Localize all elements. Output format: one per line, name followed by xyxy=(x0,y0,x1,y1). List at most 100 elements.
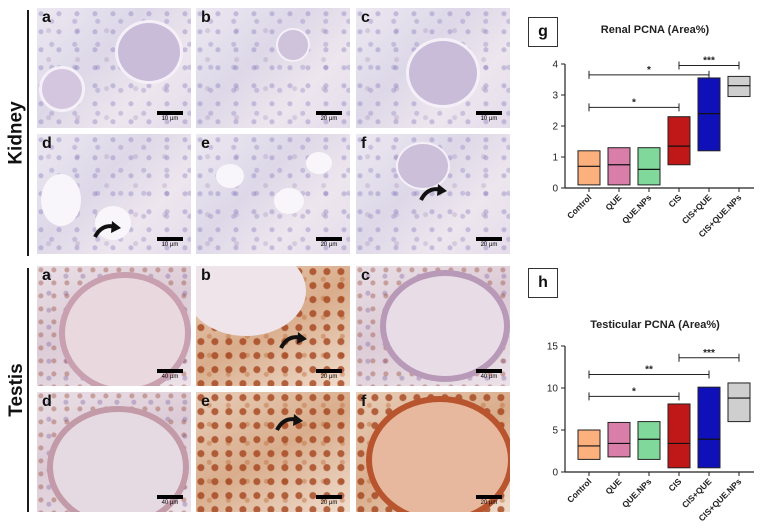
box-que-nps xyxy=(637,147,661,186)
x-tick-label: CIS xyxy=(666,476,683,493)
panel-letter: a xyxy=(42,9,51,26)
x-tick-label: QUE.NPs xyxy=(620,476,654,510)
seminiferous-tubule-shape xyxy=(366,396,510,512)
scale-label: 20 µm xyxy=(480,500,498,506)
scale-label: 10 µm xyxy=(480,116,498,122)
panel-letter: a xyxy=(42,267,51,284)
testis-panel-a: a 40 µm xyxy=(37,266,191,386)
significance-stars: * xyxy=(632,97,636,108)
testis-panel-d: d 40 µm xyxy=(37,392,191,512)
x-tick-label: CIS xyxy=(666,192,683,209)
scale-bar: 20 µm xyxy=(476,237,502,248)
scale-label: 20 µm xyxy=(320,374,338,380)
kidney-panel-f: f 20 µm xyxy=(356,134,510,254)
y-tick-label: 10 xyxy=(547,384,559,395)
scale-label: 20 µm xyxy=(320,116,338,122)
chart-letter-g: g xyxy=(528,17,558,47)
box-cis xyxy=(667,116,691,166)
scale-bar: 20 µm xyxy=(316,495,342,506)
kidney-panel-d: d 10 µm xyxy=(37,134,191,254)
dilated-tubule-shape xyxy=(41,174,81,226)
arrow-icon xyxy=(275,414,303,431)
scale-bar: 10 µm xyxy=(157,237,183,248)
scale-bar: 20 µm xyxy=(316,111,342,122)
y-tick-label: 5 xyxy=(552,426,558,437)
panel-letter: e xyxy=(201,135,210,152)
y-tick-label: 0 xyxy=(552,468,558,479)
box-control xyxy=(577,429,601,460)
dilated-tubule-shape xyxy=(306,152,332,174)
box-cis-que-nps xyxy=(727,382,751,423)
y-tick-label: 15 xyxy=(547,342,559,353)
chart-title-renal: Renal PCNA (Area%) xyxy=(600,24,710,36)
x-tick-label: Control xyxy=(565,192,593,220)
panel-letter: f xyxy=(361,393,367,410)
testis-panel-b: b 20 µm xyxy=(196,266,350,386)
box-cis-que-nps xyxy=(727,75,751,98)
seminiferous-tubule-shape xyxy=(380,270,510,382)
scale-bar: 20 µm xyxy=(316,369,342,380)
box-control xyxy=(577,150,601,186)
x-tick-label: Control xyxy=(565,476,593,504)
scale-bar: 20 µm xyxy=(476,495,502,506)
arrow-icon xyxy=(93,221,121,238)
x-tick-label: QUE.NPs xyxy=(620,192,654,226)
scale-bar: 40 µm xyxy=(157,369,183,380)
y-tick-label: 4 xyxy=(552,60,558,71)
significance-stars: *** xyxy=(703,56,715,67)
significance-stars: * xyxy=(647,65,651,76)
testis-panel-c: c 40 µm xyxy=(356,266,510,386)
scale-label: 20 µm xyxy=(320,242,338,248)
arrow-icon xyxy=(419,184,447,201)
kidney-panel-c: c 10 µm xyxy=(356,8,510,128)
scale-bar: 20 µm xyxy=(316,237,342,248)
kidney-panel-e: e 20 µm xyxy=(196,134,350,254)
testis-label-text: Testis xyxy=(6,363,28,417)
glomerulus-shape xyxy=(39,66,85,112)
box-cis-que xyxy=(697,77,721,152)
chart-title-testicular: Testicular PCNA (Area%) xyxy=(590,319,720,331)
box-que xyxy=(607,421,631,458)
y-tick-label: 1 xyxy=(552,153,558,164)
x-tick-label: QUE xyxy=(603,192,623,212)
glomerulus-shape xyxy=(406,38,480,108)
y-tick-label: 3 xyxy=(552,91,558,102)
arrow-icon xyxy=(279,332,307,349)
glomerulus-shape xyxy=(276,28,310,62)
kidney-panel-b: b 20 µm xyxy=(196,8,350,128)
box-que-nps xyxy=(637,421,661,460)
significance-stars: *** xyxy=(703,348,715,359)
panel-letter: b xyxy=(201,267,211,284)
panel-letter: c xyxy=(361,267,370,284)
panel-letter: d xyxy=(42,393,52,410)
testis-panel-f: f 20 µm xyxy=(356,392,510,512)
dilated-tubule-shape xyxy=(274,188,304,214)
kidney-label-text: Kidney xyxy=(6,101,28,165)
box-cis-que xyxy=(697,386,721,469)
scale-label: 20 µm xyxy=(320,500,338,506)
glomerulus-shape xyxy=(396,142,450,190)
kidney-panel-a: a 10 µm xyxy=(37,8,191,128)
kidney-section-bar xyxy=(27,10,29,256)
scale-bar: 40 µm xyxy=(157,495,183,506)
panel-letter: d xyxy=(42,135,52,152)
scale-bar: 40 µm xyxy=(476,369,502,380)
scale-label: 20 µm xyxy=(480,242,498,248)
panel-letter: f xyxy=(361,135,367,152)
scale-label: 10 µm xyxy=(161,116,179,122)
scale-label: 40 µm xyxy=(480,374,498,380)
panel-letter: e xyxy=(201,393,210,410)
significance-stars: ** xyxy=(645,365,653,376)
dilated-tubule-shape xyxy=(216,164,244,188)
seminiferous-tubule-shape xyxy=(59,272,191,386)
x-tick-label: QUE xyxy=(603,476,623,496)
chart-letter-h: h xyxy=(528,268,558,298)
scale-label: 10 µm xyxy=(161,242,179,248)
testis-section-bar xyxy=(27,268,29,512)
panel-letter: c xyxy=(361,9,370,26)
y-tick-label: 0 xyxy=(552,184,558,195)
scale-bar: 10 µm xyxy=(157,111,183,122)
box-cis xyxy=(667,403,691,469)
